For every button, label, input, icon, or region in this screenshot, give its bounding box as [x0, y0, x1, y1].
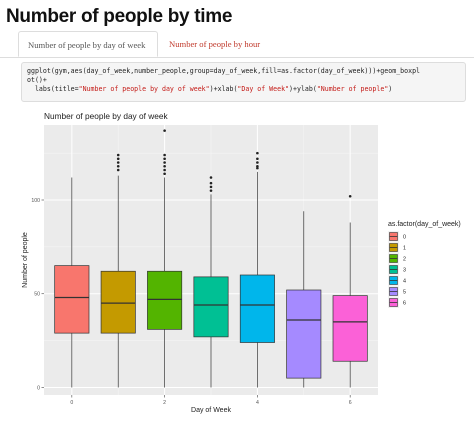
- outlier-point: [256, 151, 259, 155]
- box-day-2: [147, 129, 183, 388]
- box-day-1: [100, 153, 136, 388]
- code-segment: ): [388, 85, 393, 94]
- outlier-point: [163, 164, 166, 168]
- x-tick-label: 2: [163, 400, 166, 406]
- outlier-point: [163, 129, 166, 132]
- x-axis-label: Day of Week: [191, 407, 231, 414]
- legend-label: 6: [403, 301, 406, 307]
- outlier-point: [163, 168, 166, 172]
- legend-label: 5: [403, 290, 406, 296]
- outlier-point: [163, 172, 166, 176]
- outlier-point: [348, 194, 352, 198]
- legend-label: 2: [403, 257, 406, 263]
- boxes: [54, 129, 368, 388]
- outlier-point: [163, 157, 166, 161]
- code-string: "Day of Week": [237, 85, 290, 94]
- tab-bar: Number of people by day of week Number o…: [0, 31, 474, 58]
- x-tick-label: 4: [256, 400, 259, 406]
- legend-label: 1: [403, 246, 406, 252]
- box-iqr: [286, 289, 322, 379]
- outlier-point: [163, 161, 166, 164]
- outlier-point: [116, 164, 120, 168]
- tab-by-day-of-week[interactable]: Number of people by day of week: [18, 31, 158, 57]
- outlier-point: [163, 153, 166, 157]
- y-tick-label: 0: [37, 385, 40, 391]
- axis-ticks: 0 50 100 0 2 4 6: [31, 198, 351, 406]
- legend-item-1: 1: [388, 242, 406, 253]
- code-segment: )+xlab(: [209, 85, 238, 94]
- code-string: "Number of people": [316, 85, 389, 94]
- outlier-point: [209, 189, 213, 192]
- box-iqr: [54, 265, 90, 334]
- box-day-6: [332, 194, 368, 388]
- legend-item-5: 5: [388, 286, 406, 297]
- code-line-3: labs(title="Number of people by day of w…: [27, 85, 392, 93]
- box-day-0: [54, 177, 90, 388]
- box-iqr: [239, 274, 275, 343]
- legend-item-3: 3: [388, 264, 406, 275]
- code-segment: labs(title=: [27, 85, 79, 94]
- code-string: "Number of people by day of week": [78, 85, 210, 94]
- code-line-1: ggplot(gym,aes(day_of_week,number_people…: [27, 67, 421, 75]
- box-iqr: [193, 276, 229, 338]
- page-title: Number of people by time: [6, 6, 233, 27]
- legend-title: as.factor(day_of_week): [388, 221, 461, 228]
- outlier-point: [256, 164, 259, 168]
- y-tick-label: 100: [31, 198, 40, 204]
- x-tick-label: 6: [349, 400, 352, 406]
- box-day-3: [193, 176, 229, 388]
- outlier-point: [209, 185, 213, 189]
- code-block: ggplot(gym,aes(day_of_week,number_people…: [21, 62, 466, 102]
- legend-item-6: 6: [388, 297, 406, 308]
- code-segment: )+ylab(: [289, 85, 317, 94]
- box-iqr: [332, 295, 368, 362]
- x-tick-label: 0: [70, 400, 73, 406]
- legend-item-0: 0: [388, 231, 406, 242]
- box-iqr: [147, 270, 183, 330]
- outlier-point: [209, 181, 213, 185]
- outlier-point: [256, 161, 259, 164]
- y-axis-label: Number of people: [22, 232, 29, 288]
- legend-label: 3: [403, 268, 406, 274]
- outlier-point: [116, 168, 120, 172]
- legend: 0 1 2 3 4 5 6: [388, 231, 406, 308]
- outlier-point: [116, 157, 120, 161]
- code-line-2: ot()+: [27, 76, 47, 85]
- legend-label: 4: [403, 279, 406, 285]
- box-day-5: [286, 211, 322, 388]
- legend-label: 0: [403, 235, 406, 241]
- outlier-point: [116, 161, 120, 164]
- legend-item-4: 4: [388, 275, 406, 286]
- outlier-point: [209, 176, 213, 179]
- legend-item-2: 2: [388, 253, 406, 264]
- box-iqr: [100, 270, 136, 334]
- outlier-point: [116, 153, 120, 157]
- outlier-point: [256, 157, 259, 161]
- chart-title: Number of people by day of week: [44, 111, 168, 121]
- tab-by-hour[interactable]: Number of people by hour: [169, 39, 261, 49]
- outlier-point: [256, 166, 259, 170]
- y-tick-label: 50: [34, 292, 40, 298]
- box-day-4: [239, 151, 275, 388]
